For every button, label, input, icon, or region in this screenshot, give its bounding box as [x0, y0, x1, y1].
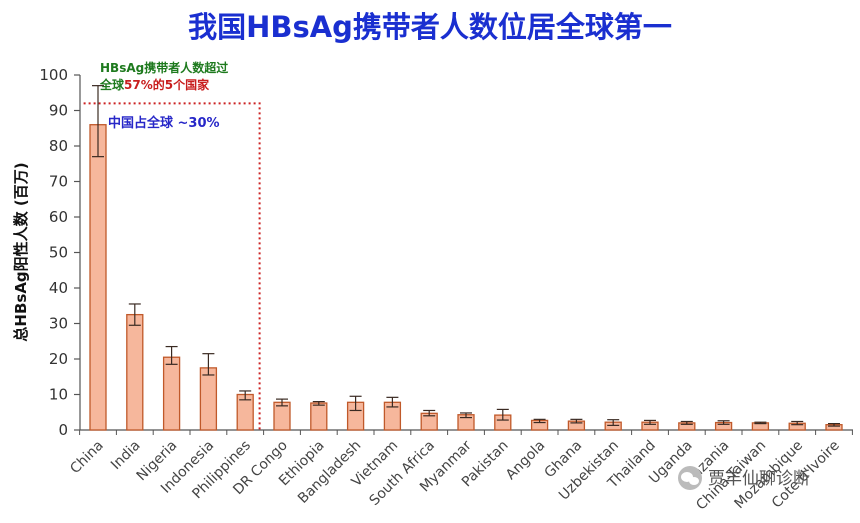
y-tick-label: 50 [49, 244, 68, 262]
bar-ethiopia [310, 402, 328, 431]
y-tick-label: 70 [49, 173, 68, 191]
y-tick-label: 90 [49, 102, 68, 120]
highlight-box [83, 102, 261, 432]
bar-india [126, 313, 144, 431]
category-label: China [67, 438, 107, 478]
bar-nigeria [162, 356, 181, 431]
y-axis-label: 总HBsAg阳性人数 (百万) [12, 162, 30, 341]
wechat-icon [678, 466, 702, 490]
y-tick-label: 10 [49, 386, 68, 404]
watermark: 贾丰仙聊诊断 [678, 466, 810, 490]
annotation-china-share: 中国占全球 ~30% [108, 115, 220, 131]
bar-dr-congo [273, 401, 291, 431]
y-tick-label: 20 [49, 350, 68, 368]
watermark-text: 贾丰仙聊诊断 [708, 469, 810, 489]
annotation-top5-line2: 全球57%的5个国家 [99, 77, 210, 92]
y-tick-label: 0 [58, 421, 68, 439]
annotation-top5-line1: HBsAg携带者人数超过 [100, 60, 228, 75]
bar-indonesia [199, 367, 218, 431]
bar-china [89, 124, 107, 431]
annotations: HBsAg携带者人数超过 全球57%的5个国家 中国占全球 ~30% [99, 60, 228, 131]
y-tick-label: 30 [49, 315, 68, 333]
y-tick-label: 100 [39, 66, 68, 84]
category-label: Angola [503, 438, 549, 484]
bars [89, 85, 843, 431]
y-tick-label: 80 [49, 137, 68, 155]
chart-title: 我国HBsAg携带者人数位居全球第一 [188, 10, 672, 44]
y-tick-label: 40 [49, 279, 68, 297]
y-tick-label: 60 [49, 208, 68, 226]
